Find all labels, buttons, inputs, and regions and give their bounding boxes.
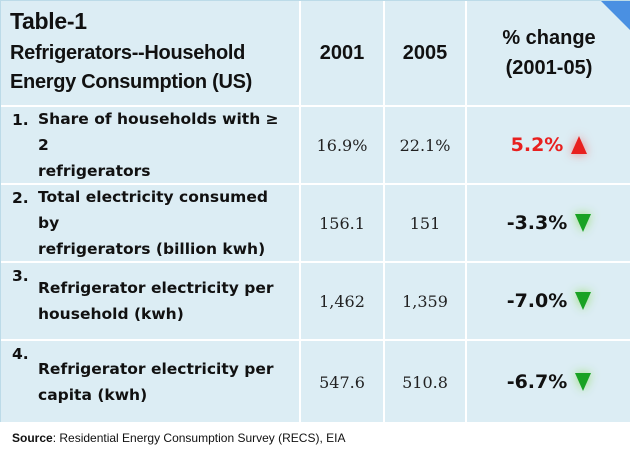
cell-2005: 1,359 bbox=[385, 263, 465, 339]
column-header-2005: 2005 bbox=[385, 1, 465, 105]
row-label-text: Share of households with ≥ 2 refrigerato… bbox=[38, 106, 293, 184]
table-row-label: 3. Refrigerator electricity per househol… bbox=[1, 263, 299, 339]
table-row-label: 1. Share of households with ≥ 2 refriger… bbox=[1, 107, 299, 183]
cell-2005: 22.1% bbox=[385, 107, 465, 183]
down-arrow-icon bbox=[575, 373, 592, 391]
column-header-2001: 2001 bbox=[301, 1, 383, 105]
change-value: -6.7% bbox=[506, 371, 568, 393]
table-row-label: 4. Refrigerator electricity per capita (… bbox=[1, 341, 299, 423]
cell-2001: 156.1 bbox=[301, 185, 383, 261]
table-subtitle-line1: Refrigerators--Household bbox=[10, 42, 246, 64]
row-label-line2: refrigerators bbox=[38, 162, 151, 180]
row-label-text: Refrigerator electricity per capita (kwh… bbox=[38, 356, 293, 408]
corner-accent-icon bbox=[601, 1, 630, 31]
source-text: : Residential Energy Consumption Survey … bbox=[52, 431, 346, 445]
cell-change: -3.3% bbox=[467, 185, 630, 261]
row-label-line1: Refrigerator electricity per bbox=[38, 279, 274, 297]
table-header-title-cell: Table-1 Refrigerators--Household Energy … bbox=[1, 1, 299, 105]
source-footnote: Source: Residential Energy Consumption S… bbox=[0, 422, 630, 454]
column-header-change-line2: (2001-05) bbox=[505, 57, 593, 79]
source-label: Source bbox=[12, 431, 53, 445]
cell-change: -7.0% bbox=[467, 263, 630, 339]
row-number: 2. bbox=[12, 189, 29, 207]
table-row-label: 2. Total electricity consumed by refrige… bbox=[1, 185, 299, 261]
row-number: 4. bbox=[12, 345, 29, 363]
row-label-line1: Refrigerator electricity per bbox=[38, 360, 274, 378]
data-table: Table-1 Refrigerators--Household Energy … bbox=[0, 0, 630, 423]
table-subtitle: Refrigerators--Household Energy Consumpt… bbox=[10, 39, 299, 97]
row-number: 1. bbox=[12, 111, 29, 129]
up-arrow-icon bbox=[571, 136, 588, 154]
cell-2001: 547.6 bbox=[301, 341, 383, 423]
cell-2001: 16.9% bbox=[301, 107, 383, 183]
row-label-line1: Total electricity consumed by bbox=[38, 188, 268, 232]
cell-2005: 151 bbox=[385, 185, 465, 261]
row-number: 3. bbox=[12, 267, 29, 285]
down-arrow-icon bbox=[575, 292, 592, 310]
cell-2005: 510.8 bbox=[385, 341, 465, 423]
cell-change: -6.7% bbox=[467, 341, 630, 423]
row-label-text: Total electricity consumed by refrigerat… bbox=[38, 184, 293, 262]
row-label-line2: household (kwh) bbox=[38, 305, 184, 323]
row-label-line1: Share of households with ≥ 2 bbox=[38, 110, 279, 154]
down-arrow-icon bbox=[575, 214, 592, 232]
column-header-change-line1: % change bbox=[502, 27, 596, 49]
row-label-text: Refrigerator electricity per household (… bbox=[38, 275, 293, 327]
row-label-line2: capita (kwh) bbox=[38, 386, 148, 404]
change-value: -7.0% bbox=[506, 290, 568, 312]
cell-2001: 1,462 bbox=[301, 263, 383, 339]
column-header-change: % change (2001-05) bbox=[467, 1, 630, 105]
change-value: -3.3% bbox=[506, 212, 568, 234]
table-subtitle-line2: Energy Consumption (US) bbox=[10, 71, 252, 93]
table-id: Table-1 bbox=[10, 8, 87, 34]
row-label-line2: refrigerators (billion kwh) bbox=[38, 240, 266, 258]
change-value: 5.2% bbox=[510, 134, 564, 156]
cell-change: 5.2% bbox=[467, 107, 630, 183]
